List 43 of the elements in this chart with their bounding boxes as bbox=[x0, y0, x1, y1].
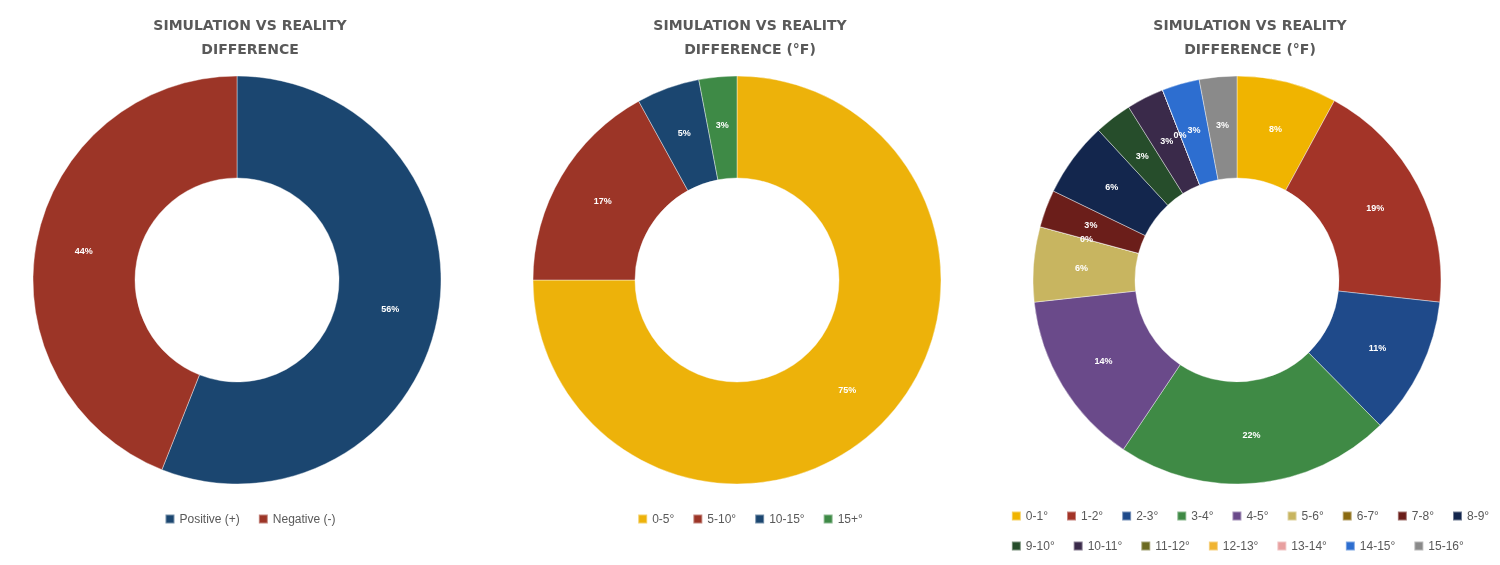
legend-label: 0-5° bbox=[652, 512, 675, 526]
data-label: 19% bbox=[1366, 202, 1385, 213]
data-label: 5% bbox=[677, 128, 691, 139]
legend-label: 11-12° bbox=[1155, 539, 1191, 553]
chart-title: SIMULATION VS REALITY DIFFERENCE (°F) bbox=[653, 17, 848, 57]
data-label: 3% bbox=[715, 119, 729, 130]
legend-label: 5-10° bbox=[707, 512, 737, 526]
legend-label: 10-15° bbox=[769, 512, 805, 526]
chart-title: SIMULATION VS REALITY DIFFERENCE (°F) bbox=[1153, 17, 1348, 57]
legend-label: 12-13° bbox=[1222, 539, 1259, 553]
legend-label: 10-11° bbox=[1087, 539, 1123, 553]
legend-label: 3-4° bbox=[1191, 509, 1214, 523]
legend-label: 9-10° bbox=[1025, 539, 1055, 553]
legend-label: Negative (-) bbox=[272, 512, 336, 526]
legend-label: 0-1° bbox=[1025, 509, 1049, 523]
data-label: 3% bbox=[1160, 135, 1174, 146]
data-label: 44% bbox=[74, 245, 93, 256]
data-label: 3% bbox=[1215, 119, 1229, 130]
data-label: 3% bbox=[1084, 220, 1098, 231]
data-label: 17% bbox=[593, 195, 612, 206]
legend-label: Positive (+) bbox=[179, 512, 240, 526]
legend-label: 2-3° bbox=[1136, 509, 1159, 523]
data-label: 8% bbox=[1268, 123, 1282, 134]
legend-label: 5-6° bbox=[1301, 509, 1324, 523]
data-label: 11% bbox=[1368, 343, 1387, 353]
legend-label: 15-16° bbox=[1428, 539, 1465, 553]
data-label: 6% bbox=[1074, 262, 1088, 273]
legend-label: 7-8° bbox=[1411, 509, 1435, 523]
chart-title: SIMULATION VS REALITY DIFFERENCE bbox=[153, 17, 348, 57]
legend-label: 15+° bbox=[837, 512, 863, 526]
legend-label: 6-7° bbox=[1356, 509, 1380, 523]
legend-label: 1-2° bbox=[1081, 509, 1104, 523]
legend-label: 8-9° bbox=[1467, 509, 1490, 523]
data-label: 3% bbox=[1187, 125, 1201, 136]
legend-label: 4-5° bbox=[1246, 509, 1269, 523]
legend-label: 13-14° bbox=[1291, 539, 1328, 553]
legend-label: 14-15° bbox=[1359, 539, 1396, 553]
data-label: 75% bbox=[838, 385, 857, 396]
data-label: 6% bbox=[1105, 182, 1119, 193]
data-label: 56% bbox=[381, 304, 400, 315]
data-label: 14% bbox=[1094, 355, 1113, 366]
data-label: 22% bbox=[1242, 430, 1261, 441]
data-label: 3% bbox=[1135, 151, 1149, 162]
